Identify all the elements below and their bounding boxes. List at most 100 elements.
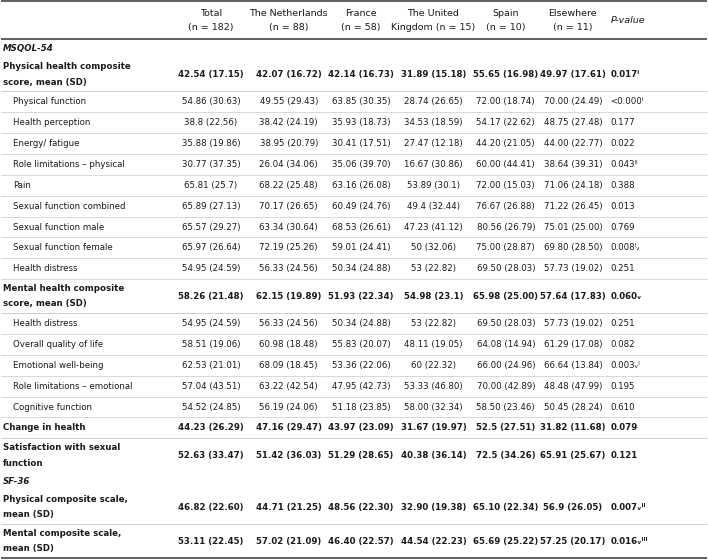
Text: 35.93 (18.73): 35.93 (18.73)	[332, 118, 390, 127]
Text: Sexual function combined: Sexual function combined	[13, 202, 125, 211]
Text: 58.00 (32.34): 58.00 (32.34)	[404, 403, 463, 412]
Text: 30.41 (17.51): 30.41 (17.51)	[332, 139, 390, 148]
Text: 53 (22.82): 53 (22.82)	[411, 264, 456, 273]
Text: Role limitations – emotional: Role limitations – emotional	[13, 382, 132, 391]
Text: 50.34 (24.88): 50.34 (24.88)	[332, 264, 390, 273]
Text: 65.10 (22.34): 65.10 (22.34)	[473, 503, 539, 512]
Text: (n = 10): (n = 10)	[486, 22, 525, 31]
Text: 57.04 (43.51): 57.04 (43.51)	[182, 382, 240, 391]
Text: 0.016ᵥᴵᴵᴵ: 0.016ᵥᴵᴵᴵ	[610, 536, 648, 545]
Text: 56.33 (24.56): 56.33 (24.56)	[259, 264, 318, 273]
Text: 65.89 (27.13): 65.89 (27.13)	[182, 202, 240, 211]
Text: 49.97 (17.61): 49.97 (17.61)	[540, 70, 606, 79]
Text: SF-36: SF-36	[3, 477, 30, 486]
Text: 0.008ᴵᵥ: 0.008ᴵᵥ	[610, 244, 640, 253]
Text: 54.17 (22.62): 54.17 (22.62)	[476, 118, 535, 127]
Text: 70.17 (26.65): 70.17 (26.65)	[259, 202, 318, 211]
Text: 65.97 (26.64): 65.97 (26.64)	[182, 244, 240, 253]
Text: 32.90 (19.38): 32.90 (19.38)	[401, 503, 466, 512]
Text: 54.95 (24.59): 54.95 (24.59)	[182, 264, 240, 273]
Text: <0.000ᴵ: <0.000ᴵ	[610, 97, 644, 106]
Text: 63.22 (42.54): 63.22 (42.54)	[259, 382, 318, 391]
Text: 0.610: 0.610	[610, 403, 635, 412]
Text: Change in health: Change in health	[3, 423, 86, 432]
Text: 0.043ᴵᴵ: 0.043ᴵᴵ	[610, 160, 638, 169]
Text: 0.195: 0.195	[610, 382, 634, 391]
Text: 48.48 (47.99): 48.48 (47.99)	[544, 382, 602, 391]
Text: 65.81 (25.7): 65.81 (25.7)	[185, 181, 238, 190]
Text: mean (SD): mean (SD)	[3, 544, 54, 553]
Text: 60.98 (18.48): 60.98 (18.48)	[259, 340, 318, 349]
Text: 42.14 (16.73): 42.14 (16.73)	[328, 70, 394, 79]
Text: 58.50 (23.46): 58.50 (23.46)	[476, 403, 535, 412]
Text: 0.251: 0.251	[610, 319, 635, 328]
Text: Total: Total	[200, 9, 222, 18]
Text: 50.34 (24.88): 50.34 (24.88)	[332, 319, 390, 328]
Text: 69.50 (28.03): 69.50 (28.03)	[476, 264, 535, 273]
Text: Emotional well-being: Emotional well-being	[13, 361, 103, 370]
Text: 0.017ᴵ: 0.017ᴵ	[610, 70, 639, 79]
Text: 50.45 (28.24): 50.45 (28.24)	[544, 403, 603, 412]
Text: 72.00 (15.03): 72.00 (15.03)	[476, 181, 535, 190]
Text: 0.388: 0.388	[610, 181, 635, 190]
Text: 0.022: 0.022	[610, 139, 635, 148]
Text: The United: The United	[408, 9, 459, 18]
Text: 0.769: 0.769	[610, 222, 634, 231]
Text: 57.02 (21.09): 57.02 (21.09)	[256, 536, 321, 545]
Text: Overall quality of life: Overall quality of life	[13, 340, 103, 349]
Text: (n = 11): (n = 11)	[553, 22, 593, 31]
Text: 28.74 (26.65): 28.74 (26.65)	[404, 97, 463, 106]
Text: 35.88 (19.86): 35.88 (19.86)	[182, 139, 240, 148]
Text: The Netherlands: The Netherlands	[249, 9, 328, 18]
Text: 52.63 (33.47): 52.63 (33.47)	[178, 451, 244, 460]
Text: 16.67 (30.86): 16.67 (30.86)	[404, 160, 463, 169]
Text: Satisfaction with sexual: Satisfaction with sexual	[3, 443, 120, 452]
Text: 57.73 (19.02): 57.73 (19.02)	[544, 264, 602, 273]
Text: 43.97 (23.09): 43.97 (23.09)	[329, 423, 394, 432]
Text: 76.67 (26.88): 76.67 (26.88)	[476, 202, 535, 211]
Text: 63.85 (30.35): 63.85 (30.35)	[332, 97, 390, 106]
Text: 49.4 (32.44): 49.4 (32.44)	[407, 202, 460, 211]
Text: 47.16 (29.47): 47.16 (29.47)	[256, 423, 321, 432]
Text: 72.5 (34.26): 72.5 (34.26)	[476, 451, 536, 460]
Text: France: France	[346, 9, 377, 18]
Text: Mental health composite: Mental health composite	[3, 284, 124, 293]
Text: 57.64 (17.83): 57.64 (17.83)	[540, 292, 606, 301]
Text: 69.50 (28.03): 69.50 (28.03)	[476, 319, 535, 328]
Text: 0.177: 0.177	[610, 118, 635, 127]
Text: P-value: P-value	[611, 16, 646, 25]
Text: 27.47 (12.18): 27.47 (12.18)	[404, 139, 463, 148]
Text: 46.82 (22.60): 46.82 (22.60)	[178, 503, 244, 512]
Text: 64.08 (14.94): 64.08 (14.94)	[476, 340, 535, 349]
Text: 54.95 (24.59): 54.95 (24.59)	[182, 319, 240, 328]
Text: Pain: Pain	[13, 181, 31, 190]
Text: Kingdom (n = 15): Kingdom (n = 15)	[392, 22, 476, 31]
Text: Physical health composite: Physical health composite	[3, 62, 131, 71]
Text: 75.01 (25.00): 75.01 (25.00)	[544, 222, 603, 231]
Text: 0.007ᵥᴵᴵ: 0.007ᵥᴵᴵ	[610, 503, 646, 512]
Text: 75.00 (28.87): 75.00 (28.87)	[476, 244, 535, 253]
Text: 60.49 (24.76): 60.49 (24.76)	[332, 202, 390, 211]
Text: 50 (32.06): 50 (32.06)	[411, 244, 456, 253]
Text: 54.86 (30.63): 54.86 (30.63)	[182, 97, 240, 106]
Text: 47.95 (42.73): 47.95 (42.73)	[332, 382, 390, 391]
Text: Sexual function male: Sexual function male	[13, 222, 104, 231]
Text: 40.38 (36.14): 40.38 (36.14)	[401, 451, 467, 460]
Text: 38.42 (24.19): 38.42 (24.19)	[259, 118, 318, 127]
Text: (n = 58): (n = 58)	[341, 22, 381, 31]
Text: 0.013: 0.013	[610, 202, 635, 211]
Text: 55.65 (16.98): 55.65 (16.98)	[473, 70, 538, 79]
Text: score, mean (SD): score, mean (SD)	[3, 78, 87, 87]
Text: 62.53 (21.01): 62.53 (21.01)	[182, 361, 240, 370]
Text: score, mean (SD): score, mean (SD)	[3, 300, 87, 309]
Text: 57.73 (19.02): 57.73 (19.02)	[544, 319, 602, 328]
Text: 38.95 (20.79): 38.95 (20.79)	[260, 139, 318, 148]
Text: Health distress: Health distress	[13, 319, 77, 328]
Text: 60 (22.32): 60 (22.32)	[411, 361, 456, 370]
Text: 70.00 (24.49): 70.00 (24.49)	[544, 97, 602, 106]
Text: 65.98 (25.00): 65.98 (25.00)	[473, 292, 538, 301]
Text: 31.67 (19.97): 31.67 (19.97)	[401, 423, 467, 432]
Text: 63.34 (30.64): 63.34 (30.64)	[259, 222, 318, 231]
Text: Sexual function female: Sexual function female	[13, 244, 113, 253]
Text: 0.082: 0.082	[610, 340, 635, 349]
